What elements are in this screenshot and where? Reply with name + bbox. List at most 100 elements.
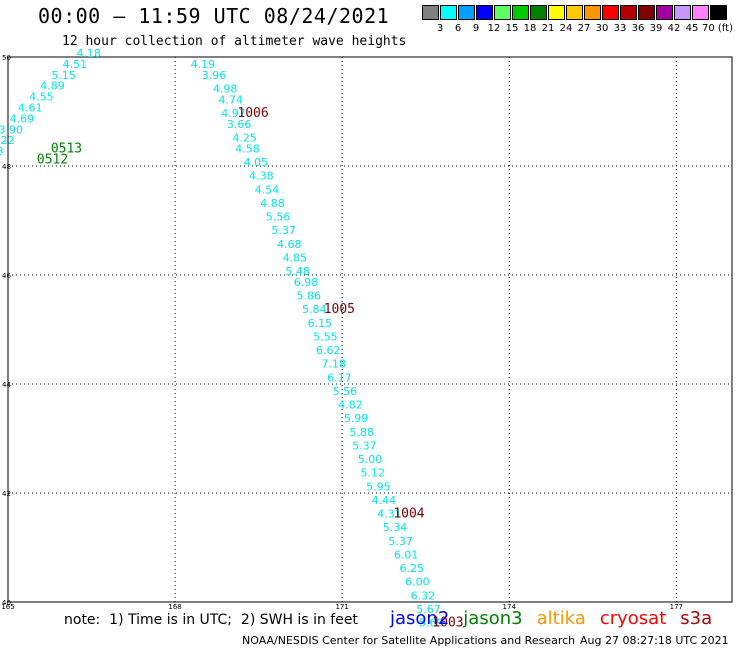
wave-height-label: 4.54 (255, 183, 280, 196)
wave-height-label: 4.44 (372, 494, 397, 507)
y-tick-label: 46 (2, 272, 11, 280)
wave-height-label: 4.89 (40, 80, 65, 93)
scale-label: 33 (613, 23, 627, 34)
scale-label: 6 (454, 23, 462, 34)
scale-swatch (530, 5, 547, 20)
scale-swatch (476, 5, 493, 20)
wave-height-label: 4.05 (244, 156, 269, 169)
scale-label: 27 (577, 23, 591, 34)
wave-height-label: 4.74 (219, 93, 244, 106)
y-tick-label: 44 (2, 381, 11, 389)
wave-height-label: 4.19 (191, 58, 216, 71)
wave-height-label: 5.67 (416, 603, 441, 616)
scale-label: 39 (649, 23, 663, 34)
wave-height-label: 6.98 (294, 276, 319, 289)
credit-line: NOAA/NESDIS Center for Satellite Applica… (242, 634, 576, 647)
scale-label: 18 (523, 23, 537, 34)
scale-swatch (440, 5, 457, 20)
pass-time-label: 1005 (324, 302, 355, 317)
y-tick-label: 42 (2, 490, 11, 498)
wave-height-label: 4.38 (249, 170, 274, 183)
satellite-label-altika: altika (536, 608, 586, 629)
scale-label: 15 (505, 23, 519, 34)
wave-height-label: 4.22 (0, 134, 15, 147)
scale-label: 9 (472, 23, 480, 34)
wave-height-label: 4.25 (232, 131, 257, 144)
scale-label: 21 (541, 23, 555, 34)
wave-height-label: 5.34 (383, 521, 408, 534)
scale-label: 24 (559, 23, 573, 34)
wave-height-label: 5.84 (302, 303, 327, 316)
scale-swatch (710, 5, 727, 20)
pass-time-label: 1003 (432, 616, 463, 631)
wave-height-label: 4.98 (213, 82, 238, 95)
wave-height-label: 4.18 (77, 47, 102, 60)
wave-height-label: 5.37 (388, 535, 413, 548)
scale-swatch (422, 5, 439, 20)
map-subtitle: 12 hour collection of altimeter wave hei… (62, 34, 407, 49)
pass-time-label: 1004 (393, 507, 424, 522)
wave-height-label: 5.99 (344, 412, 369, 425)
wave-height-label: 5.37 (352, 439, 377, 452)
wave-height-label: 5.95 (366, 480, 391, 493)
wave-height-label: 3.66 (227, 118, 252, 131)
map-title: 00:00 – 11:59 UTC 08/24/2021 (38, 4, 390, 28)
wave-height-label: 5.88 (349, 426, 374, 439)
scale-label: 12 (487, 23, 501, 34)
scale-swatch (494, 5, 511, 20)
scale-swatch (512, 5, 529, 20)
wave-height-label: 5.55 (313, 330, 338, 343)
wave-height-label: 5.48 (285, 265, 310, 278)
x-tick-label: 165 (1, 603, 14, 611)
wave-height-label: 4.31 (377, 508, 402, 521)
wave-height-label: 5.69 (419, 617, 444, 630)
scale-label: 45 (685, 23, 699, 34)
scale-label: 30 (595, 23, 609, 34)
scale-swatch (458, 5, 475, 20)
pass-time-label: 1006 (237, 106, 268, 121)
scale-swatch (638, 5, 655, 20)
wave-height-label: 6.15 (308, 317, 333, 330)
x-tick-label: 168 (168, 603, 181, 611)
wave-height-label: 7.18 (322, 358, 347, 371)
wave-height-label: 4.97 (221, 107, 246, 120)
wave-height-label: 4.68 (277, 238, 302, 251)
wave-height-label: 5.15 (51, 69, 76, 82)
wave-height-label: 4.88 (260, 197, 285, 210)
scale-swatch (692, 5, 709, 20)
x-tick-label: 177 (670, 603, 683, 611)
wave-height-label: 4.82 (338, 399, 363, 412)
wave-height-label: 6.01 (394, 548, 419, 561)
satellite-label-cryosat: cryosat (599, 608, 667, 629)
satellite-legend: jason2 jason3 altika cryosat s3a (390, 608, 726, 629)
satellite-label-s3a: s3a (680, 608, 713, 629)
wave-height-label: 6.25 (400, 562, 425, 575)
wave-height-label: 6.00 (405, 576, 430, 589)
wave-height-label: 5.00 (358, 453, 383, 466)
wave-height-label: 5.56 (266, 211, 291, 224)
map-frame (7, 56, 733, 603)
wave-height-label: 4.55 (29, 91, 54, 104)
wave-height-label: 6.32 (411, 589, 436, 602)
wave-height-label: 4.58 (235, 142, 260, 155)
wave-height-label: 5.86 (296, 290, 321, 303)
wave-height-label: 6.17 (327, 371, 352, 384)
wave-height-label: 6.62 (316, 344, 341, 357)
scale-swatch (674, 5, 691, 20)
wave-height-label: 4.51 (63, 58, 88, 71)
y-tick-label: 50 (2, 54, 11, 62)
scale-swatch (584, 5, 601, 20)
scale-swatch (548, 5, 565, 20)
wave-height-label: 3.96 (202, 69, 227, 82)
timestamp: Aug 27 08:27:18 UTC 2021 (580, 634, 729, 647)
pass-time-label: 0513 (51, 141, 82, 156)
wave-height-label: 5.12 (361, 467, 386, 480)
scale-label: 36 (631, 23, 645, 34)
scale-label: 3 (436, 23, 444, 34)
wave-height-label: 5.37 (271, 224, 296, 237)
y-tick-label: 40 (2, 599, 11, 607)
scale-swatch (620, 5, 637, 20)
footer-note: note: 1) Time is in UTC; 2) SWH is in fe… (64, 612, 358, 628)
y-tick-label: 48 (2, 163, 11, 171)
